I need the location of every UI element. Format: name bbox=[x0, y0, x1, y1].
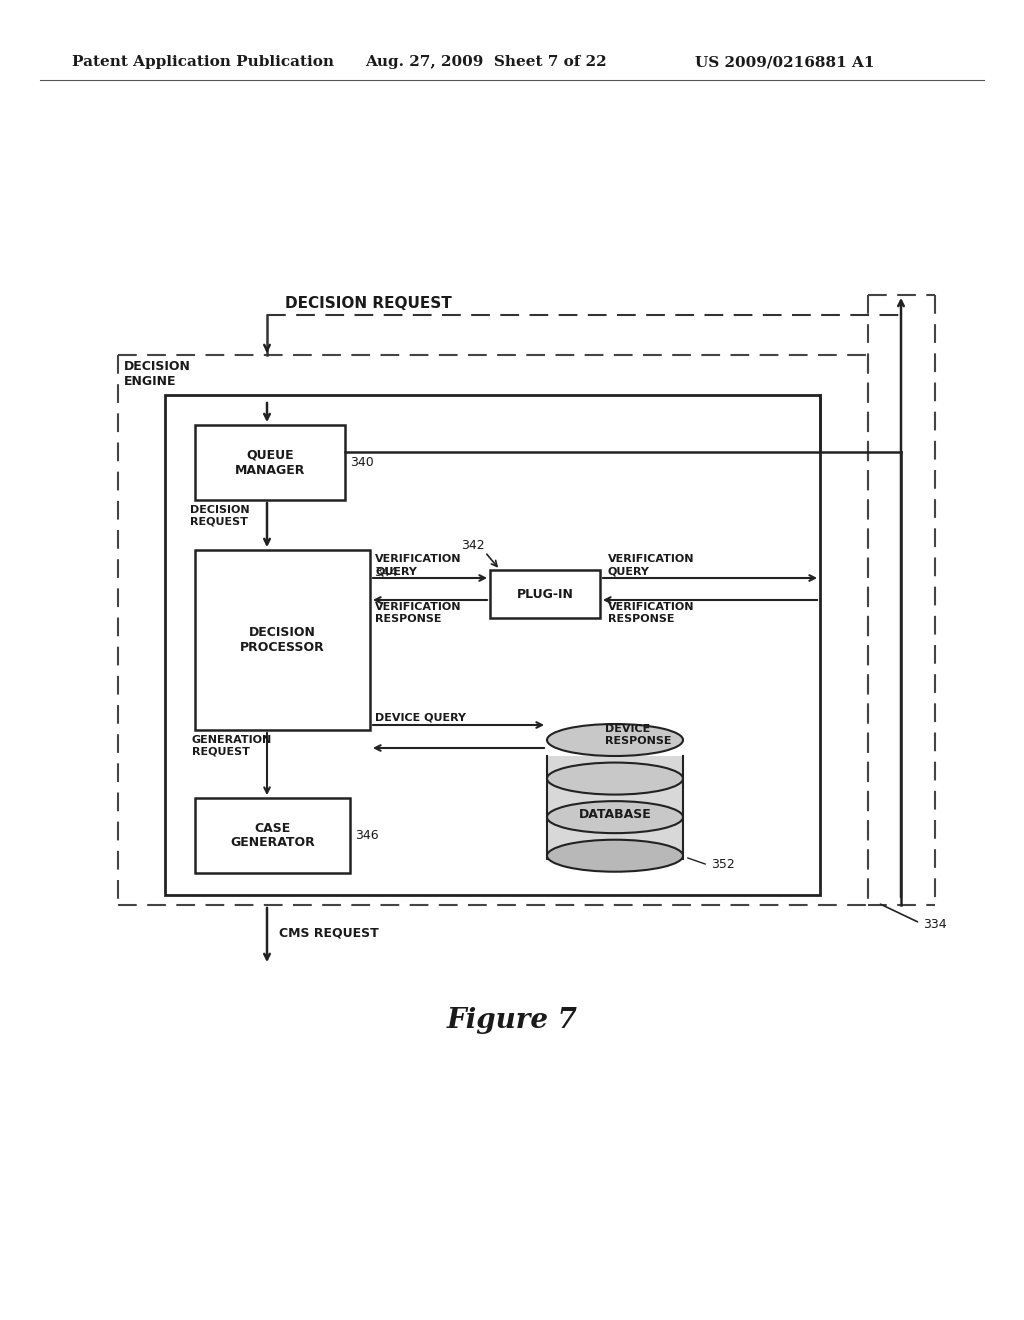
Text: VERIFICATION
RESPONSE: VERIFICATION RESPONSE bbox=[375, 602, 462, 623]
Text: 344: 344 bbox=[374, 565, 397, 578]
Text: GENERATION
REQUEST: GENERATION REQUEST bbox=[193, 735, 272, 756]
Text: CASE
GENERATOR: CASE GENERATOR bbox=[230, 821, 314, 850]
Text: DECISION
PROCESSOR: DECISION PROCESSOR bbox=[240, 626, 325, 653]
Text: Patent Application Publication: Patent Application Publication bbox=[72, 55, 334, 69]
Text: QUEUE
MANAGER: QUEUE MANAGER bbox=[234, 449, 305, 477]
Text: 352: 352 bbox=[711, 858, 735, 871]
Text: 342: 342 bbox=[462, 539, 485, 552]
FancyBboxPatch shape bbox=[490, 570, 600, 618]
Text: CMS REQUEST: CMS REQUEST bbox=[279, 927, 379, 940]
FancyBboxPatch shape bbox=[195, 799, 350, 873]
Text: US 2009/0216881 A1: US 2009/0216881 A1 bbox=[695, 55, 874, 69]
Text: VERIFICATION
QUERY: VERIFICATION QUERY bbox=[375, 554, 462, 576]
Text: 334: 334 bbox=[923, 919, 946, 932]
Text: 346: 346 bbox=[355, 829, 379, 842]
Text: DEVICE QUERY: DEVICE QUERY bbox=[375, 713, 466, 723]
FancyBboxPatch shape bbox=[195, 425, 345, 500]
Text: DEVICE
RESPONSE: DEVICE RESPONSE bbox=[605, 725, 672, 746]
Text: DECISION REQUEST: DECISION REQUEST bbox=[285, 296, 452, 312]
Text: Figure 7: Figure 7 bbox=[446, 1006, 578, 1034]
Text: DATABASE: DATABASE bbox=[579, 808, 651, 821]
Text: PLUG-IN: PLUG-IN bbox=[516, 587, 573, 601]
Ellipse shape bbox=[547, 801, 683, 833]
Text: 340: 340 bbox=[350, 455, 374, 469]
Ellipse shape bbox=[547, 840, 683, 871]
Ellipse shape bbox=[547, 763, 683, 795]
Text: VERIFICATION
QUERY: VERIFICATION QUERY bbox=[608, 554, 694, 576]
Text: DECISION
ENGINE: DECISION ENGINE bbox=[124, 360, 190, 388]
FancyBboxPatch shape bbox=[195, 550, 370, 730]
Text: DECISION
REQUEST: DECISION REQUEST bbox=[190, 506, 250, 527]
Text: Aug. 27, 2009  Sheet 7 of 22: Aug. 27, 2009 Sheet 7 of 22 bbox=[365, 55, 606, 69]
Ellipse shape bbox=[547, 723, 683, 756]
Text: VERIFICATION
RESPONSE: VERIFICATION RESPONSE bbox=[608, 602, 694, 623]
FancyBboxPatch shape bbox=[547, 756, 683, 859]
